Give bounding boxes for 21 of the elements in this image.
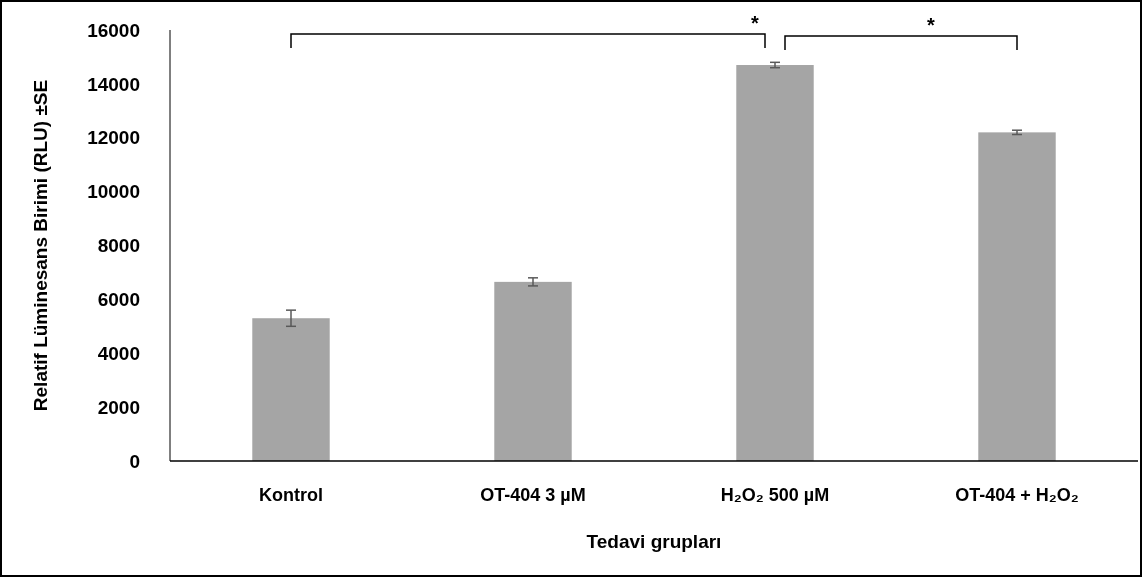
bar [978,132,1056,461]
y-tick-label: 12000 [87,127,140,149]
x-tick-label: Kontrol [259,485,323,505]
x-tick-label: OT-404 + H₂O₂ [955,485,1079,505]
y-tick-label: 16000 [87,19,140,41]
y-tick-label: 10000 [87,181,140,203]
bar [736,65,814,461]
y-tick-label: 8000 [97,235,140,257]
y-axis-title: Relatif Lüminesans Birimi (RLU) ±SE [30,79,51,412]
x-tick-label: OT-404 3 µM [480,485,586,505]
bar [494,281,572,461]
y-tick-label: 6000 [97,289,140,311]
annotation: * [751,12,760,34]
y-tick-label: 4000 [97,342,140,364]
y-tick-label: 14000 [87,73,140,95]
x-tick-label: H₂O₂ 500 µM [720,485,830,505]
y-tick-label: 0 [129,450,140,472]
annotation: * [927,14,936,36]
y-tick-label: 2000 [97,396,140,418]
x-axis-title: Tedavi grupları [586,531,722,552]
bar [252,318,330,461]
